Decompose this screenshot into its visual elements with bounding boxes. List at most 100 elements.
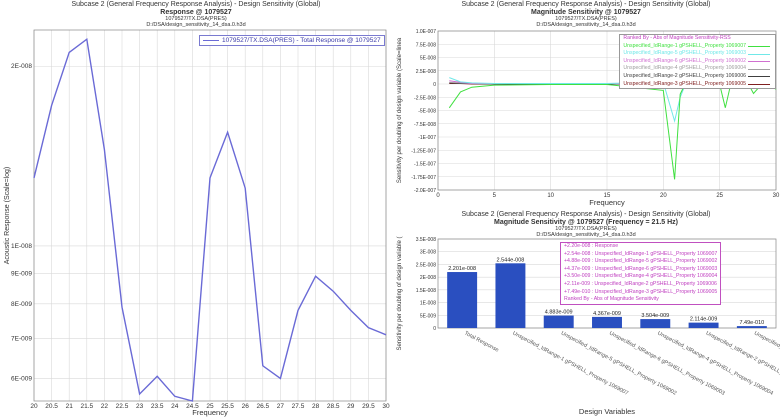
y-tick-label: 1.0E-007 — [416, 29, 437, 35]
y-tick-label: 7.5E-008 — [416, 42, 437, 48]
rt-chart-legend: Ranked By - Abs of Magnitude Sensitivity… — [619, 34, 776, 90]
rt-legend-item: Unspecified_IdRange-2 gPSHELL_Property 1… — [623, 73, 772, 81]
bar-value-label: 2.201e-008 — [448, 266, 476, 272]
rb-legend-item: +4.88e-009 : Unspecified_IdRange-5 gPSHE… — [564, 258, 718, 265]
x-tick-label: 20.5 — [45, 403, 58, 410]
y-tick-label: 0 — [433, 82, 436, 88]
bar — [447, 272, 478, 328]
right-top-sensitivity-chart: 0 5 10 15 20 25 30 1.0E-007 7.5E-008 5E-008 2.5E-0… — [397, 29, 780, 207]
x-tick-label: 24.5 — [186, 403, 199, 410]
x-tick-label: 29 — [347, 403, 355, 410]
series-line-total-response — [33, 37, 387, 402]
plot-frame — [33, 29, 387, 402]
rb-chart-title-line3: 1079527/TX.DSA(PRES) — [555, 226, 617, 232]
bar — [495, 263, 526, 328]
right-bottom-bar-chart: 3.5E-008 3E-008 2.5E-008 2E-008 1.5E-008 1E-0… — [397, 236, 780, 416]
bar-value-label: 4.367e-009 — [593, 311, 621, 317]
rt-chart-title-line4: D:/DSA/design_sensitivity_14_dsa.0.h3d — [536, 22, 636, 28]
legend-swatch-icon — [748, 84, 770, 86]
y-axis-label: Sensitivity per doubling of design varia… — [397, 236, 403, 350]
x-tick-label: 27.5 — [292, 403, 305, 410]
x-tick-label: 30 — [773, 193, 780, 199]
legend-swatch-icon — [748, 46, 770, 48]
rb-legend-item: +2.20e-008 : Response — [564, 243, 619, 249]
left-chart-title-line1: Subcase 2 (General Frequency Response An… — [71, 1, 321, 8]
left-chart-title-line2: Response @ 1079527 — [160, 9, 232, 16]
y-tick-label: -1.75E-007 — [411, 175, 436, 181]
rt-chart-title-line1: Subcase 2 (General Frequency Response An… — [461, 1, 711, 8]
y-tick-label: -2.5E-008 — [414, 95, 436, 101]
y-tick-label: -2.0E-007 — [414, 188, 436, 194]
y-tick-label: -1.25E-007 — [411, 148, 436, 154]
right-top-chart-panel: Subcase 2 (General Frequency Response An… — [392, 0, 780, 210]
y-tick-label: -5E-008 — [418, 109, 436, 115]
legend-swatch-icon — [748, 53, 770, 55]
bar — [688, 322, 719, 328]
rb-chart-legend: +2.20e-008 : Response +2.54e-008 : Unspe… — [560, 242, 722, 305]
x-tick-label: 26.5 — [256, 403, 269, 410]
x-tick-label: 28 — [312, 403, 320, 410]
rt-chart-title-line3: 1079527/TX.DSA(PRES) — [555, 16, 617, 22]
y-tick-label: -7.5E-008 — [414, 122, 436, 128]
x-tick-label: 26 — [242, 403, 250, 410]
legend-swatch-icon — [748, 61, 770, 63]
left-chart-legend: 1079527/TX.DSA(PRES) - Total Response @ … — [199, 35, 385, 46]
y-tick-label: 2.5E-008 — [416, 69, 437, 75]
rb-legend-item: +2.54e-008 : Unspecified_IdRange-1 gPSHE… — [564, 250, 718, 257]
x-tick-label: 15 — [604, 193, 611, 199]
rb-chart-title-line4: D:/DSA/design_sensitivity_14_dsa.0.h3d — [536, 232, 636, 238]
rt-legend-item: Unspecified_IdRange-1 gPSHELL_Property 1… — [623, 43, 772, 51]
x-tick-label: 22.5 — [116, 403, 129, 410]
rb-chart-title-line2: Magnitude Sensitivity @ 1079527 (Frequen… — [493, 219, 679, 226]
rt-legend-item: Unspecified_IdRange-4 gPSHELL_Property 1… — [623, 65, 772, 73]
y-tick-label: 5E-009 — [420, 313, 436, 319]
x-tick-label: 21 — [66, 403, 74, 410]
y-tick-label: 3.5E-008 — [416, 237, 437, 243]
x-tick-label: Total Response — [463, 330, 499, 353]
y-tick-label: 7E-009 — [11, 335, 32, 342]
rb-chart-title-line1: Subcase 2 (General Frequency Response An… — [461, 211, 711, 218]
y-axis-label: Sensitivity per doubling of design varia… — [397, 37, 403, 183]
x-tick-label: 22 — [101, 403, 109, 410]
y-tick-label: 2.5E-008 — [416, 262, 437, 268]
x-tick-label: 28.5 — [327, 403, 340, 410]
y-tick-label: 6E-009 — [11, 375, 32, 382]
left-chart-panel: Subcase 2 (General Frequency Response An… — [4, 1, 390, 417]
x-tick-label: 25.5 — [221, 403, 234, 410]
plot-frame — [437, 30, 777, 191]
rb-legend-item: +2.11e-009 : Unspecified_IdRange-2 gPSHE… — [564, 280, 717, 287]
rt-legend-item: Unspecified_IdRange-3 gPSHELL_Property 1… — [623, 81, 772, 89]
bar-value-label: 4.883e-009 — [545, 310, 573, 316]
x-tick-label: 10 — [547, 193, 554, 199]
rb-legend-item: +4.37e-009 : Unspecified_IdRange-6 gPSHE… — [564, 265, 718, 272]
y-tick-label: 2E-008 — [420, 275, 436, 281]
left-chart-title-line3: 1079527/TX.DSA(PRES) — [165, 16, 227, 22]
x-tick-label: 25 — [716, 193, 723, 199]
x-tick-label: 27 — [277, 403, 285, 410]
y-tick-label: 1E-008 — [11, 243, 32, 250]
x-tick-label: 0 — [436, 193, 440, 199]
y-tick-label: 1.5E-008 — [416, 288, 437, 294]
legend-swatch-icon — [203, 39, 219, 41]
y-tick-label: -1.5E-007 — [414, 162, 436, 168]
bar-value-label: 2.544e-008 — [497, 257, 525, 263]
left-legend-label: 1079527/TX.DSA(PRES) - Total Response @ … — [222, 37, 381, 44]
bar — [543, 315, 574, 328]
bar-value-label: 7.49e-010 — [739, 320, 764, 326]
y-tick-label: 3E-008 — [420, 250, 436, 256]
x-axis-label: Frequency — [192, 408, 228, 417]
y-tick-label: 9E-009 — [11, 270, 32, 277]
right-bottom-chart-panel: Subcase 2 (General Frequency Response An… — [392, 210, 780, 419]
x-axis-label: Frequency — [589, 198, 625, 207]
legend-swatch-icon — [748, 76, 770, 78]
bar — [736, 326, 767, 328]
x-tick-label: 21.5 — [80, 403, 93, 410]
x-tick-label: 25 — [206, 403, 214, 410]
x-tick-label: 24 — [171, 403, 179, 410]
y-tick-label: -1E-007 — [418, 135, 436, 141]
rt-chart-title-line2: Magnitude Sensitivity @ 1079527 — [531, 9, 641, 16]
x-tick-label: 23.5 — [151, 403, 164, 410]
rt-legend-item: Unspecified_IdRange-5 gPSHELL_Property 1… — [623, 50, 772, 58]
x-tick-label: 30 — [382, 403, 390, 410]
rb-legend-item: +3.50e-009 : Unspecified_IdRange-4 gPSHE… — [564, 273, 718, 280]
